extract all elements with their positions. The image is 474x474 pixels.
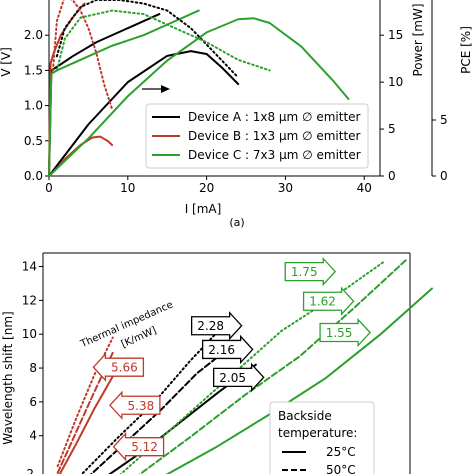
chart-b-y-tick-label: 10 [22,327,37,341]
series-b-voltage [48,2,86,177]
y-tick-label: 1.0 [24,99,43,113]
chart-b-axes: 4 6 8 10 12 14 Wavelength shift [nm] [1,252,411,474]
y-tick-label: 2.0 [24,28,43,42]
callout-arrow-5.66 [92,352,145,382]
callout-value: 1.62 [309,295,336,309]
legend-label-a: Device A : 1x8 μm ∅ emitter [188,110,361,124]
pce-axis-title: PCE [%] [459,26,473,74]
y-tick-label: 1.5 [24,63,43,77]
callout-value: 2.05 [219,371,246,385]
chart-a-labels: 0 10 20 30 40 0.0 0.5 1.0 1.5 2.0 0 5 10 15 0 5 I [mA] V … [0,3,473,216]
series-c-pce [55,9,271,72]
legend-label-c: Device C : 7x3 μm ∅ emitter [188,148,361,162]
wavelength-series-c-dashed [138,258,408,474]
bottom-tick-label: 2 [26,467,34,474]
chart-a-series [48,0,350,177]
callout-arrow-1.55 [319,317,371,348]
x-tick-label: 40 [357,181,372,195]
temperature-legend-title-1: Backside [278,409,332,423]
series-a-pce [55,0,240,79]
chart-a-arrow [142,85,170,93]
y-tick-label: 0.0 [24,169,43,183]
x-tick-label: 0 [45,181,53,195]
callout-value: 5.66 [111,361,138,375]
chart-b-y-tick-label: 6 [29,395,37,409]
legend-label-b: Device B : 1x3 μm ∅ emitter [188,129,361,143]
callout-arrow-2.28 [190,311,243,341]
legend-label-50c: 50°C [326,463,356,474]
legend-box [145,103,369,169]
chart-b-y-tick-label: 8 [29,361,37,375]
chart-b-legend: Backside temperature: 25°C 50°C [269,401,375,474]
callout-value: 5.38 [128,399,155,413]
series-a-power [48,50,240,177]
chart-b-y-axis-title: Wavelength shift [nm] [1,311,15,444]
chart-a-legend: Device A : 1x8 μm ∅ emitter Device B : 1… [145,103,369,169]
callout-arrow-5.38 [109,390,161,420]
callout-value: 5.12 [131,440,158,454]
chart-b-callouts: 5.66 5.38 5.12 2.28 2.16 2.05 1.75 1.62 1.55 [92,256,371,462]
y-tick-label: 0.5 [24,134,43,148]
x-tick-label: 30 [278,181,293,195]
x-tick-label: 20 [199,181,214,195]
x-axis-title: I [mA] [185,202,222,216]
power-tick-label: 0 [388,169,396,183]
series-c-power [48,17,350,177]
series-b-power [48,135,114,177]
power-tick-label: 5 [388,122,396,136]
callout-arrow-1.62 [302,286,355,316]
power-tick-label: 15 [388,28,403,42]
callout-arrow-5.12 [112,432,165,462]
arrow-head-icon [161,85,170,93]
pce-tick-label: 5 [440,113,448,127]
wavelength-series-c-solid [165,287,434,474]
legend-label-25c: 25°C [326,445,356,459]
chart-b-y-tick-label: 12 [22,293,37,307]
chart-b-y-tick-label: 4 [29,429,37,443]
pce-tick-label: 0 [440,169,448,183]
wavelength-series-c-dotted [119,260,386,474]
power-axis-title: Power [mW] [411,3,425,76]
chart-b-y-tick-label: 14 [22,260,37,274]
temperature-legend-box [269,401,375,474]
temperature-legend-title-2: temperature: [278,426,357,440]
callout-arrow-1.75 [284,256,337,287]
y-axis-title: V [V] [0,47,13,77]
callout-arrow-2.16 [201,334,254,365]
chart-a-caption: (a) [229,216,244,229]
callout-arrow-2.05 [213,362,265,393]
x-tick-label: 10 [120,181,135,195]
callout-value: 2.28 [197,319,224,333]
callout-value: 1.55 [326,326,353,340]
callout-value: 2.16 [208,343,235,357]
callout-value: 1.75 [291,265,318,279]
series-c-voltage [48,9,200,177]
power-tick-label: 10 [388,75,403,89]
chart-a: 0 10 20 30 40 0.0 0.5 1.0 1.5 2.0 0 5 10 15 0 5 I [mA] V … [0,0,473,229]
wavelength-series-b-solid [58,375,114,474]
series-b-pce [51,0,114,111]
